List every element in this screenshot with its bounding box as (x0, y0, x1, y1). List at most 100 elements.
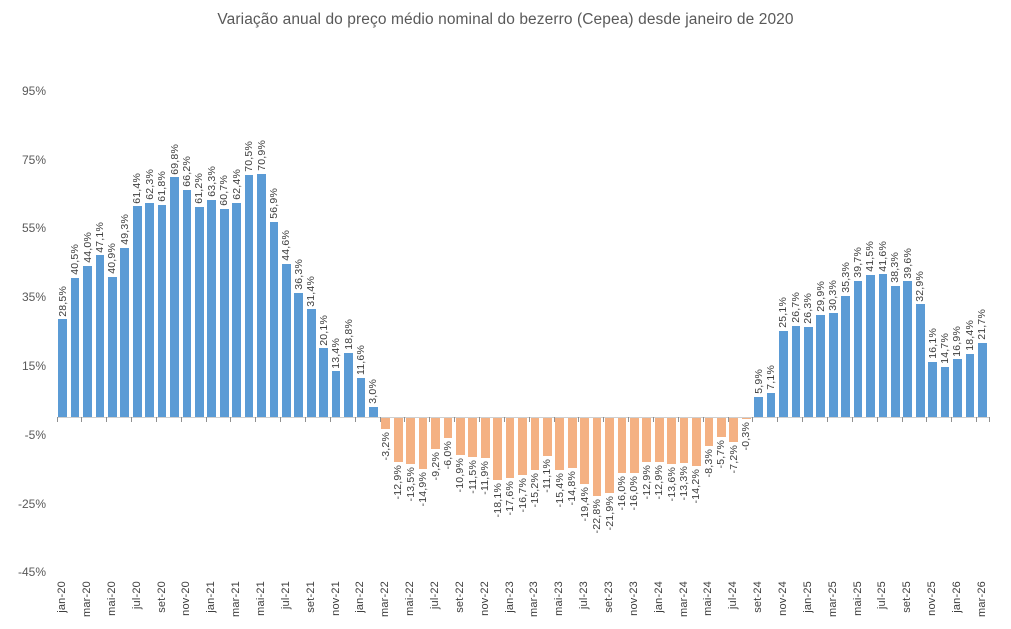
x-tick-label: nov-21 (329, 581, 342, 616)
bar-value-label: 3,0% (367, 379, 380, 405)
x-tick-label: set-21 (304, 581, 317, 613)
bar-value-label: -22,8% (591, 498, 604, 534)
x-axis-tick (852, 417, 853, 422)
x-axis-tick (752, 417, 753, 422)
bar (244, 174, 254, 418)
x-axis-tick (989, 417, 990, 422)
x-axis-tick (355, 417, 356, 422)
bar (406, 417, 415, 464)
bar (866, 274, 875, 418)
x-axis-tick (578, 417, 579, 422)
bar (182, 189, 192, 418)
bar (306, 309, 316, 418)
bar (654, 417, 664, 462)
bar (393, 417, 403, 462)
bar (779, 331, 788, 418)
bar-value-label: 31,4% (305, 275, 318, 307)
x-tick-label: nov-20 (180, 581, 193, 616)
x-axis-tick (554, 417, 555, 422)
bar (356, 377, 366, 418)
x-tick-label: mar-24 (677, 581, 690, 618)
x-tick-label: jul-22 (429, 581, 442, 610)
bar-value-label: -16,0% (628, 475, 641, 511)
bar (667, 417, 676, 465)
bar-value-label: -8,3% (702, 449, 715, 478)
bar-value-label: 63,3% (205, 165, 218, 197)
x-axis-tick (603, 417, 604, 422)
bar-value-label: 39,7% (852, 247, 865, 278)
bar-value-label: -3,2% (379, 431, 392, 460)
y-tick-label: -25% (17, 496, 46, 511)
bar (319, 348, 329, 418)
x-axis-tick (454, 417, 455, 422)
bar (816, 314, 826, 418)
x-axis-tick (429, 417, 430, 422)
bar-value-label: 49,3% (118, 214, 131, 245)
x-tick-label: set-20 (155, 581, 168, 613)
bar-value-label: 62,3% (143, 169, 156, 201)
bar (803, 327, 813, 418)
bar (617, 417, 627, 473)
bar (282, 264, 291, 418)
x-tick-label: mar-21 (230, 581, 243, 618)
bar (70, 278, 80, 418)
bar-value-label: 26,3% (802, 293, 815, 325)
bar (915, 304, 925, 418)
bar (741, 417, 751, 419)
x-tick-label: mai-25 (851, 581, 864, 616)
x-tick-label: nov-22 (478, 581, 491, 616)
y-tick-label: 95% (21, 83, 46, 98)
x-axis-tick (951, 417, 952, 422)
x-axis-tick (802, 417, 803, 422)
bar (580, 417, 589, 485)
bar-value-label: -10,9% (454, 457, 467, 493)
x-axis-tick (728, 417, 729, 422)
bar-value-label: -6,0% (441, 441, 454, 470)
x-axis-tick (230, 417, 231, 422)
bar-value-label: 14,7% (939, 333, 952, 364)
x-axis-tick (380, 417, 381, 422)
bar (766, 393, 776, 418)
bar-value-label: 35,3% (839, 262, 852, 294)
bar-value-label: 56,9% (267, 187, 280, 219)
bar (530, 417, 540, 470)
x-tick-label: jul-21 (279, 581, 292, 610)
bar (754, 397, 763, 418)
bar-value-label: 16,9% (951, 325, 964, 357)
bar (331, 371, 341, 418)
x-axis-tick (404, 417, 405, 422)
bar (716, 417, 726, 438)
x-axis-tick (653, 417, 654, 422)
bar-value-label: 62,4% (230, 169, 243, 200)
x-axis-tick (81, 417, 82, 422)
bar-value-label: 5,9% (752, 369, 765, 395)
bar (977, 342, 987, 418)
bar (679, 417, 689, 464)
bar-value-label: -9,2% (429, 452, 442, 481)
x-axis-tick (255, 417, 256, 422)
bar (841, 296, 850, 418)
bar (145, 203, 155, 418)
bar-value-label: 21,7% (976, 309, 989, 340)
bar (294, 292, 304, 418)
bar-value-label: -12,9% (653, 464, 666, 500)
bar-value-label: 44,0% (81, 232, 94, 264)
bar (195, 206, 204, 418)
x-tick-label: mar-26 (975, 581, 988, 618)
bar-value-label: -16,0% (615, 475, 628, 511)
x-tick-label: set-23 (603, 581, 615, 613)
x-tick-label: set-22 (453, 581, 466, 613)
bar (170, 177, 179, 418)
bar-value-label: 26,7% (789, 291, 802, 323)
x-axis-tick (926, 417, 927, 422)
bar (518, 417, 527, 475)
bar-value-label: -11,1% (541, 458, 554, 493)
y-tick-label: 55% (21, 221, 46, 236)
bar-value-label: -19,4% (578, 487, 591, 522)
bar (630, 417, 639, 473)
bar (828, 313, 838, 418)
bar (443, 417, 453, 439)
x-tick-label: nov-25 (926, 581, 939, 616)
bar (369, 407, 378, 418)
